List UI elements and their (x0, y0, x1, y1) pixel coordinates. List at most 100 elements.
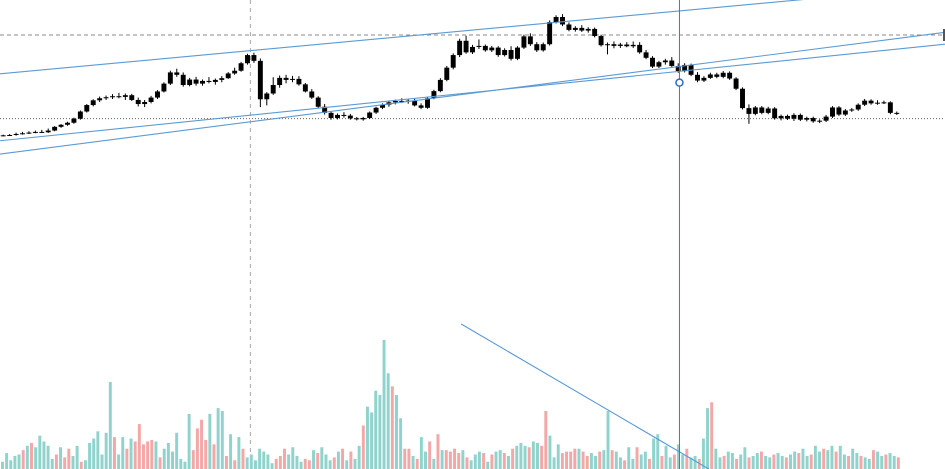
volume-bar (370, 412, 374, 469)
volume-bar (200, 419, 204, 469)
volume-bar (407, 448, 411, 469)
volume-bar (390, 386, 394, 469)
volume-bar (842, 454, 846, 469)
candle-body (765, 108, 771, 113)
volume-bar (357, 445, 361, 469)
volume-bar (838, 445, 842, 469)
volume-bar (461, 450, 465, 469)
candle-body (77, 111, 83, 119)
candle-body (450, 55, 456, 68)
volume-bar (254, 460, 257, 469)
candle-body (399, 100, 405, 102)
volume-bar (635, 447, 639, 469)
volume-bar (258, 448, 262, 469)
candle-body (200, 80, 205, 84)
volume-bar (556, 444, 560, 469)
candle-body (392, 100, 398, 103)
volume-bar (648, 458, 651, 469)
volume-bar (195, 428, 199, 469)
volume-bar (797, 453, 801, 469)
volume-bar (428, 441, 432, 469)
volume-bar (419, 437, 423, 469)
candle-body (611, 44, 617, 46)
volume-bar (681, 454, 685, 469)
volume-bar (137, 424, 141, 469)
volume-bar (830, 445, 834, 469)
candle-body (881, 102, 887, 104)
volume-bar (395, 395, 398, 469)
volume-bar (307, 460, 311, 469)
volume-bar (660, 455, 664, 469)
volume-bar (606, 411, 610, 469)
volume-bar (67, 448, 71, 469)
volume-bar (482, 453, 486, 469)
volume-bar (639, 454, 643, 469)
volume-bar (71, 455, 75, 469)
volume-bar (158, 457, 162, 469)
trendline (0, 31, 945, 155)
candle-body (251, 55, 257, 61)
volume-bar (432, 458, 436, 469)
volume-bar (739, 454, 743, 469)
volume-bar (104, 432, 108, 469)
volume-bar (594, 455, 598, 469)
volume-bar (577, 448, 581, 469)
candle-body (579, 27, 585, 31)
volume-bars (1, 339, 900, 469)
volume-bar (415, 458, 419, 469)
volume-bar (759, 451, 763, 469)
volume-bar (560, 453, 564, 469)
volume-bar (473, 454, 477, 469)
volume-bar (536, 442, 539, 469)
candle-body (823, 116, 829, 121)
candle-body (701, 77, 707, 81)
volume-bar (685, 448, 689, 469)
candle-body (527, 36, 533, 45)
volume-bar (784, 457, 788, 469)
volume-bar (208, 413, 212, 469)
candle-body (695, 74, 700, 81)
volume-bar (809, 454, 813, 469)
candle-body (855, 104, 861, 110)
trendline (0, 43, 945, 142)
volume-bar (54, 454, 58, 469)
candle-body (122, 95, 128, 97)
candle-body (457, 40, 463, 56)
candle-body (418, 105, 424, 108)
candle-body (585, 28, 591, 31)
candle-body (682, 64, 688, 72)
volume-bar (718, 457, 722, 469)
volume-bar (892, 455, 896, 469)
volume-bar (469, 460, 473, 469)
volume-bar (710, 402, 714, 469)
volume-bar (730, 453, 734, 469)
candle-body (650, 57, 655, 67)
candle-body (277, 77, 283, 85)
volume-bar (834, 451, 838, 469)
volume-bar (312, 450, 316, 469)
volume-bar (291, 447, 295, 469)
volume-bar (266, 454, 270, 469)
candle-body (862, 100, 868, 105)
volume-bar (618, 457, 622, 469)
candle-body (804, 117, 810, 120)
candle-body (720, 72, 726, 77)
volume-bar (112, 437, 116, 469)
volume-bar (154, 441, 158, 469)
candle-body (360, 117, 366, 120)
volume-bar (436, 434, 440, 469)
candle-body (148, 97, 154, 102)
candle-body (830, 107, 835, 117)
volume-bar (751, 455, 755, 469)
candle-body (225, 73, 231, 79)
candle-body (624, 44, 630, 47)
volume-bar (249, 454, 253, 469)
volume-bar (336, 451, 340, 469)
volume-bar (38, 435, 42, 469)
volume-bar (133, 441, 137, 469)
candle-body (245, 55, 250, 64)
candle-body (630, 44, 636, 47)
